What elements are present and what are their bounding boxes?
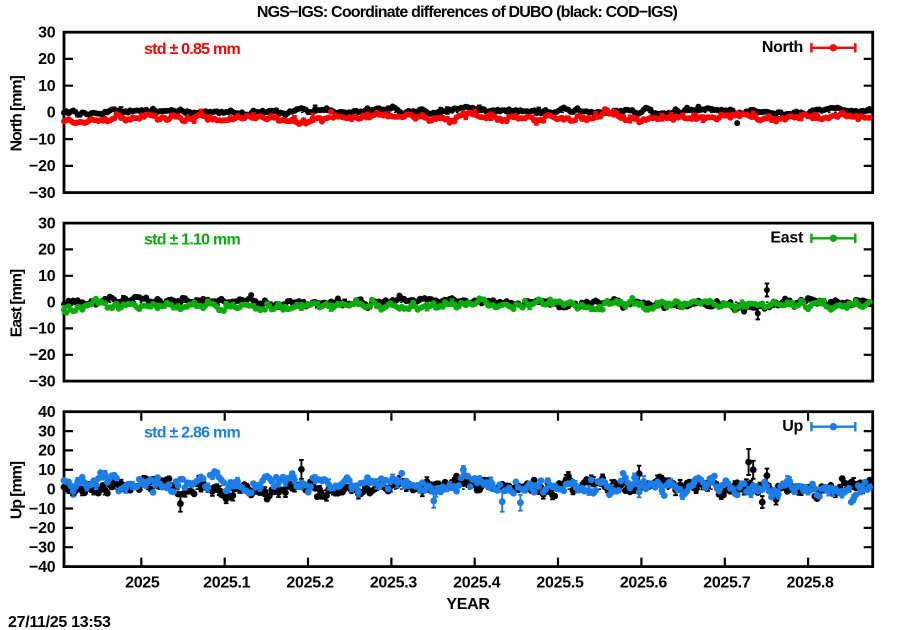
- svg-text:0: 0: [47, 481, 56, 498]
- svg-text:−10: −10: [29, 131, 56, 148]
- svg-text:10: 10: [38, 462, 56, 479]
- svg-text:East [mm]: East [mm]: [9, 269, 26, 337]
- svg-text:−20: −20: [29, 520, 56, 537]
- svg-text:2025.7: 2025.7: [703, 575, 751, 592]
- svg-text:2025.2: 2025.2: [286, 575, 334, 592]
- svg-text:−30: −30: [29, 540, 56, 557]
- svg-text:2025.4: 2025.4: [453, 575, 501, 592]
- svg-text:−10: −10: [29, 501, 56, 518]
- svg-text:std ± 2.86 mm: std ± 2.86 mm: [144, 425, 240, 442]
- svg-text:std ± 1.10 mm: std ± 1.10 mm: [144, 231, 240, 248]
- svg-text:Up [mm]: Up [mm]: [9, 461, 26, 519]
- svg-text:NGS−IGS: Coordinate difference: NGS−IGS: Coordinate differences of DUBO …: [257, 4, 678, 21]
- svg-text:0: 0: [47, 294, 56, 311]
- svg-text:Up: Up: [782, 418, 803, 435]
- svg-text:2025.6: 2025.6: [620, 575, 668, 592]
- svg-text:−30: −30: [29, 185, 56, 202]
- svg-text:2025.1: 2025.1: [203, 575, 251, 592]
- svg-text:North: North: [762, 39, 803, 56]
- svg-text:YEAR: YEAR: [446, 596, 490, 613]
- svg-text:2025.5: 2025.5: [536, 575, 584, 592]
- svg-text:40: 40: [38, 404, 56, 421]
- svg-text:0: 0: [47, 105, 56, 122]
- svg-text:−30: −30: [29, 373, 56, 390]
- svg-text:std ± 0.85 mm: std ± 0.85 mm: [144, 41, 240, 58]
- svg-text:30: 30: [38, 215, 56, 232]
- svg-text:2025.8: 2025.8: [787, 575, 835, 592]
- svg-text:27/11/25 13:53: 27/11/25 13:53: [8, 614, 111, 630]
- svg-text:20: 20: [38, 51, 56, 68]
- svg-text:30: 30: [38, 423, 56, 440]
- svg-text:−10: −10: [29, 321, 56, 338]
- svg-text:North [mm]: North [mm]: [9, 76, 26, 152]
- svg-text:2025: 2025: [125, 575, 160, 592]
- svg-text:−40: −40: [29, 559, 56, 576]
- svg-text:20: 20: [38, 443, 56, 460]
- svg-text:10: 10: [38, 268, 56, 285]
- svg-text:10: 10: [38, 78, 56, 95]
- svg-text:30: 30: [38, 25, 56, 42]
- svg-text:−20: −20: [29, 347, 56, 364]
- svg-text:East: East: [770, 230, 804, 247]
- svg-text:2025.3: 2025.3: [370, 575, 418, 592]
- svg-text:20: 20: [38, 242, 56, 259]
- svg-text:−20: −20: [29, 158, 56, 175]
